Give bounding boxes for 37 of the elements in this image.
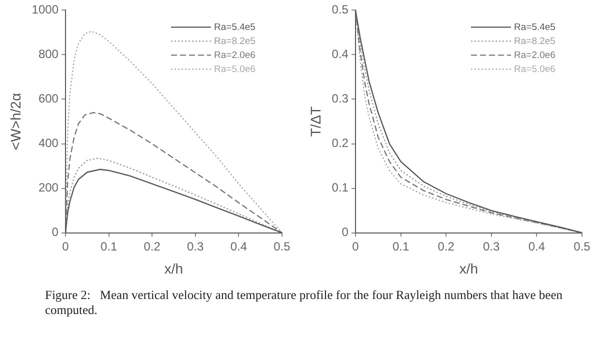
x-axis-title: x/h (459, 260, 478, 276)
legend-label: Ra=5.4e5 (514, 22, 556, 33)
legend-label: Ra=5.4e5 (214, 22, 256, 33)
y-axis-title: <W>h/2α (7, 92, 24, 150)
legend-label: Ra=5.0e6 (514, 64, 556, 75)
x-tick-label: 0.1 (100, 239, 118, 254)
x-tick-label: 0.5 (274, 239, 291, 254)
x-tick-label: 0.4 (230, 239, 248, 254)
y-tick-label: 0.4 (332, 47, 349, 62)
y-tick-label: 400 (38, 136, 59, 150)
y-tick-label: 0.1 (332, 180, 349, 195)
y-tick-label: 600 (38, 92, 59, 106)
y-tick-label: 0 (342, 225, 349, 240)
y-tick-label: 0.5 (332, 2, 349, 17)
y-tick-label: 200 (38, 180, 59, 195)
legend-label: Ra=2.0e6 (214, 50, 256, 61)
x-tick-label: 0 (352, 239, 360, 254)
legend-label: Ra=8.2e5 (214, 36, 256, 47)
y-tick-label: 0.3 (332, 92, 349, 106)
x-tick-label: 0 (62, 239, 70, 254)
x-tick-label: 0.3 (187, 239, 204, 254)
y-tick-label: 0.2 (332, 136, 349, 150)
x-tick-label: 0.5 (574, 239, 591, 254)
caption: Figure 2: Mean vertical velocity and temperature profile for the four Rayleigh numbers that have been computed. (45, 288, 564, 318)
y-tick-label: 0 (52, 225, 59, 240)
y-tick-label: 1000 (32, 2, 59, 17)
x-tick-label: 0.1 (392, 239, 410, 254)
x-axis-title: x/h (164, 260, 184, 276)
x-tick-label: 0.3 (483, 239, 500, 254)
legend-label: Ra=2.0e6 (514, 50, 556, 61)
y-tick-label: 800 (38, 47, 59, 62)
x-tick-label: 0.2 (144, 239, 161, 254)
x-tick-label: 0.4 (528, 239, 546, 254)
legend-label: Ra=5.0e6 (214, 64, 256, 75)
legend-label: Ra=8.2e5 (514, 36, 556, 47)
y-axis-title: T/ΔT (307, 106, 324, 137)
x-tick-label: 0.2 (438, 239, 455, 254)
